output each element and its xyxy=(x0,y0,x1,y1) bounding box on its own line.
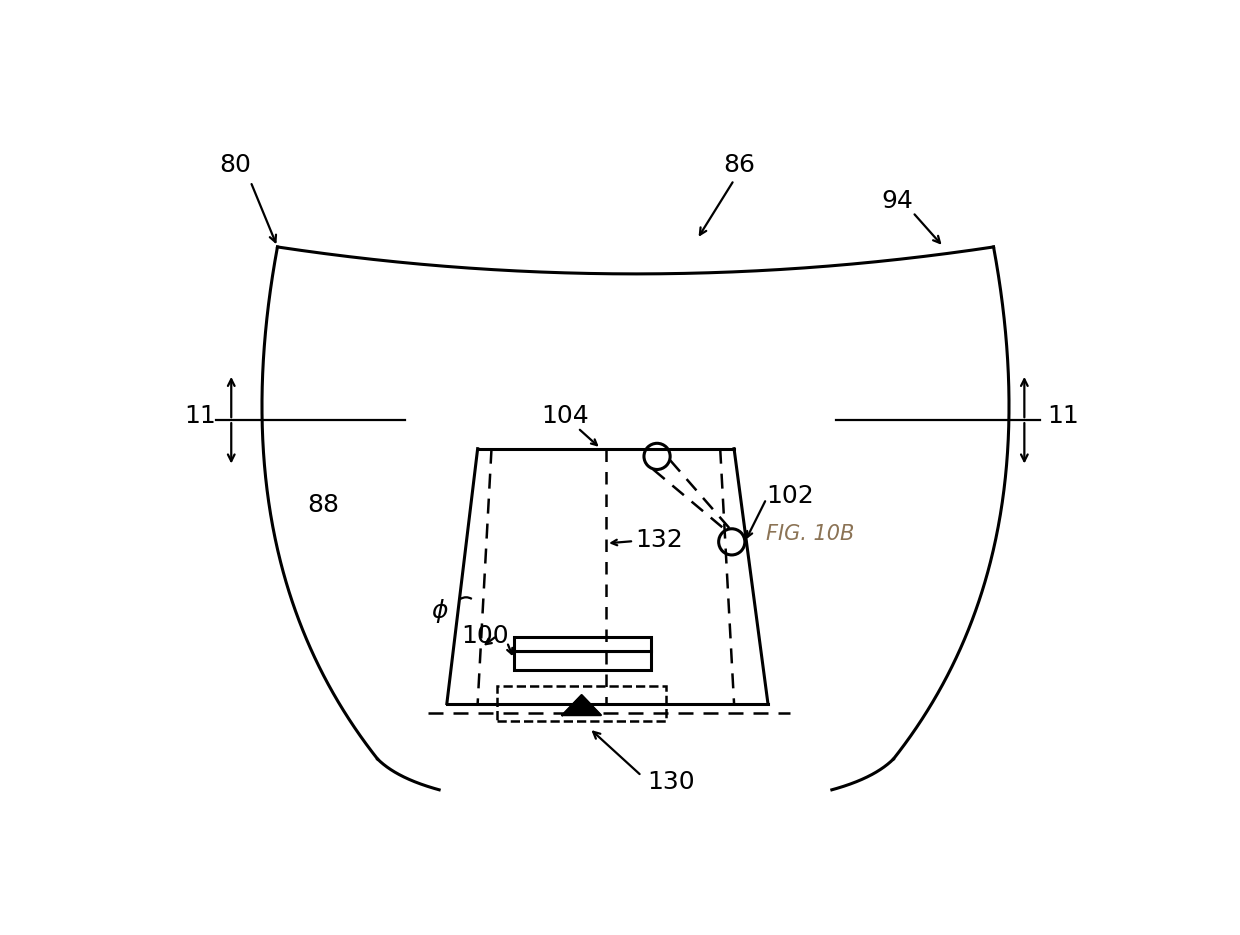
Bar xyxy=(513,638,651,651)
Text: 132: 132 xyxy=(635,527,683,552)
Text: 100: 100 xyxy=(461,624,508,648)
Text: 88: 88 xyxy=(308,493,340,517)
Bar xyxy=(497,686,666,721)
Bar xyxy=(513,651,651,670)
Text: 104: 104 xyxy=(541,404,589,428)
Text: 80: 80 xyxy=(219,152,250,177)
Text: 86: 86 xyxy=(723,152,755,177)
Text: 102: 102 xyxy=(766,483,815,508)
Text: 11: 11 xyxy=(1047,404,1079,428)
Polygon shape xyxy=(563,695,601,715)
Text: 94: 94 xyxy=(882,189,913,213)
Text: 11: 11 xyxy=(185,404,216,428)
Text: 130: 130 xyxy=(647,770,694,794)
Text: $\phi$: $\phi$ xyxy=(432,597,449,626)
Text: FIG. 10B: FIG. 10B xyxy=(766,525,854,544)
